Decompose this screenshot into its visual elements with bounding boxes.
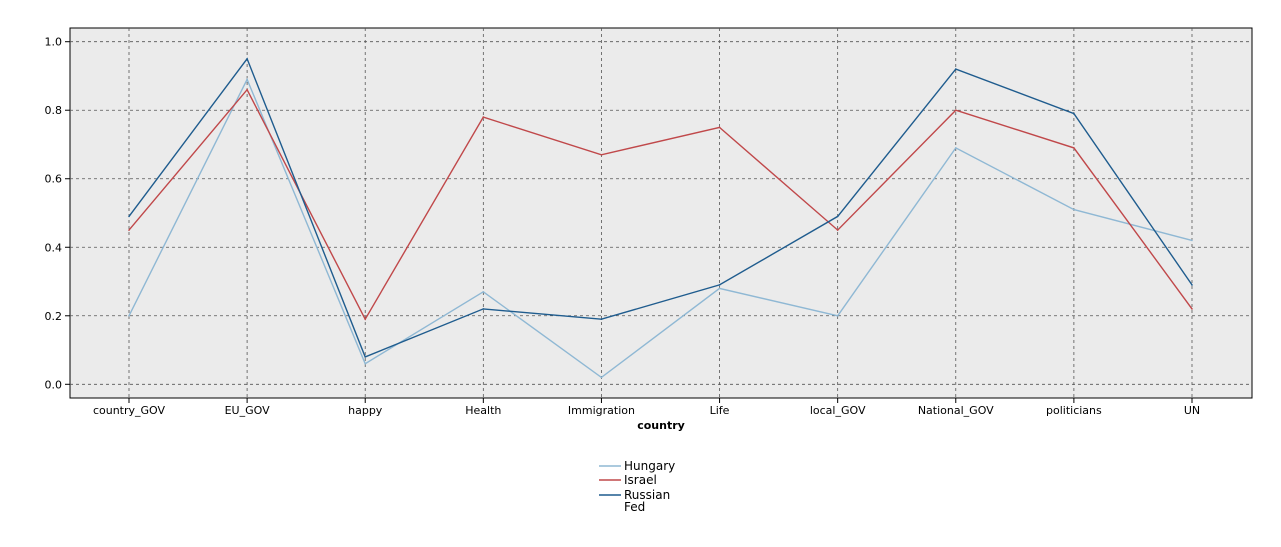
data-point — [1073, 208, 1075, 211]
y-tick-label: 1.0 — [45, 36, 63, 49]
data-point — [128, 229, 130, 231]
data-point — [718, 126, 721, 129]
y-tick-label: 0.2 — [45, 310, 63, 323]
data-point — [482, 290, 485, 293]
x-tick-label: EU_GOV — [225, 404, 270, 417]
legend-label: Israel — [624, 473, 657, 487]
x-tick-label: Immigration — [568, 404, 635, 417]
y-tick-label: 0.4 — [45, 241, 63, 254]
data-point — [718, 284, 721, 286]
data-point — [128, 314, 130, 317]
plot-area — [69, 27, 1253, 399]
data-point — [836, 229, 839, 231]
data-point — [836, 314, 839, 317]
y-tick-label: 0.6 — [45, 173, 63, 186]
x-tick-label: country_GOV — [93, 404, 166, 417]
data-point — [600, 318, 603, 321]
grid-lines — [70, 28, 1252, 398]
series-lines — [128, 57, 1193, 379]
data-point — [600, 376, 603, 379]
y-tick-label: 0.8 — [45, 104, 63, 117]
data-point — [246, 88, 248, 91]
x-tick-label: local_GOV — [810, 404, 866, 417]
data-point — [1191, 284, 1193, 286]
legend-label: Russian — [624, 488, 670, 502]
data-point — [128, 215, 130, 218]
data-point — [600, 153, 603, 156]
y-axis: 0.0 0.2 0.4 0.6 0.8 1.0 — [45, 36, 70, 391]
series-line-hungary — [128, 77, 1193, 379]
data-point — [954, 147, 957, 149]
legend-label: Fed — [624, 500, 645, 514]
data-point — [364, 356, 367, 358]
data-point — [246, 58, 248, 60]
series-line-russian-fed — [128, 57, 1193, 358]
data-point — [364, 362, 367, 365]
x-tick-label: National_GOV — [918, 404, 994, 417]
x-tick-label: Health — [465, 404, 501, 417]
data-point — [718, 287, 721, 290]
data-point — [482, 116, 485, 118]
data-point — [482, 308, 485, 310]
data-point — [1073, 112, 1075, 115]
data-point — [954, 109, 957, 112]
x-tick-label: Life — [710, 404, 730, 417]
legend-label: Hungary — [624, 459, 675, 473]
data-point — [836, 215, 839, 218]
data-point — [1191, 239, 1193, 242]
x-axis-title: country — [637, 419, 685, 432]
series-line-israel — [128, 88, 1193, 321]
x-axis: country_GOV EU_GOV happy Health Immigration L… — [93, 398, 1200, 417]
data-point — [364, 318, 367, 321]
data-point — [1073, 147, 1075, 149]
x-tick-label: UN — [1184, 404, 1200, 417]
data-point — [246, 78, 248, 81]
x-tick-label: happy — [348, 404, 383, 417]
y-tick-label: 0.0 — [45, 378, 63, 391]
x-tick-label: politicians — [1046, 404, 1102, 417]
data-point — [1191, 308, 1193, 310]
data-point — [954, 68, 957, 70]
